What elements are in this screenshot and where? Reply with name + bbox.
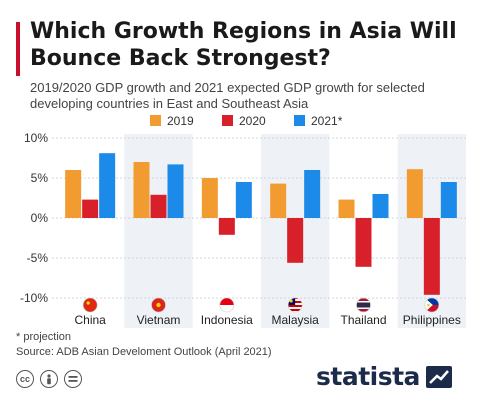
y-tick-label: 0% [31, 211, 49, 225]
philippines-flag-icon [424, 297, 440, 313]
x-category-label: Vietnam [137, 313, 181, 327]
y-tick-label: -5% [27, 251, 49, 265]
vietnam-flag-icon [151, 297, 166, 313]
bar [167, 164, 184, 218]
x-category-label: Thailand [340, 313, 386, 327]
china-flag-icon [82, 297, 98, 313]
bar [304, 170, 321, 218]
x-category-label: China [74, 313, 106, 327]
bar [201, 178, 218, 218]
brand-name: statista [316, 362, 420, 391]
attribution-icon[interactable] [40, 370, 58, 388]
bar [65, 170, 82, 218]
legend-swatch [150, 115, 161, 126]
license-icons: cc [16, 370, 82, 388]
cc-icon[interactable]: cc [16, 370, 34, 388]
source-note: Source: ADB Asian Develoment Outlook (Ap… [16, 346, 272, 358]
bar [150, 194, 167, 218]
legend-label: 2020 [239, 114, 266, 128]
bar [423, 218, 440, 295]
x-category-label: Malaysia [271, 313, 319, 327]
x-category-label: Indonesia [201, 313, 253, 327]
chart-title: Which Growth Regions in Asia Will Bounce… [30, 19, 457, 71]
bar [270, 183, 287, 218]
thailand-flag-icon [356, 297, 371, 313]
bar [82, 199, 99, 218]
bar [355, 218, 372, 267]
bar [406, 169, 423, 218]
y-tick-label: 5% [31, 171, 49, 185]
legend-swatch [294, 115, 305, 126]
bar [440, 182, 457, 218]
indonesia-flag-icon [219, 297, 235, 313]
projection-footnote: * projection [16, 331, 72, 343]
no-derivatives-icon[interactable] [64, 370, 82, 388]
y-tick-label: -10% [20, 291, 48, 305]
bar [218, 218, 235, 235]
legend-label: 2019 [167, 114, 194, 128]
x-category-label: Philippines [403, 313, 461, 327]
statista-logo-icon [425, 365, 452, 388]
chart-subtitle: 2019/2020 GDP growth and 2021 expected G… [30, 80, 425, 111]
bar [338, 199, 355, 218]
gdp-growth-bar-chart: 10% 5% 0% -5% -10% 2019 2020 2021* China Vietnam I… [20, 114, 466, 328]
malaysia-flag-icon [287, 297, 303, 313]
bar [372, 194, 389, 218]
statista-brand[interactable]: statista [316, 362, 452, 391]
legend-label: 2021* [311, 114, 343, 128]
y-tick-label: 10% [24, 131, 48, 145]
bar [235, 182, 252, 218]
title-accent-bar [16, 22, 20, 76]
legend-swatch [222, 115, 233, 126]
bar [99, 153, 116, 218]
bar [133, 162, 150, 218]
bar [287, 218, 304, 263]
